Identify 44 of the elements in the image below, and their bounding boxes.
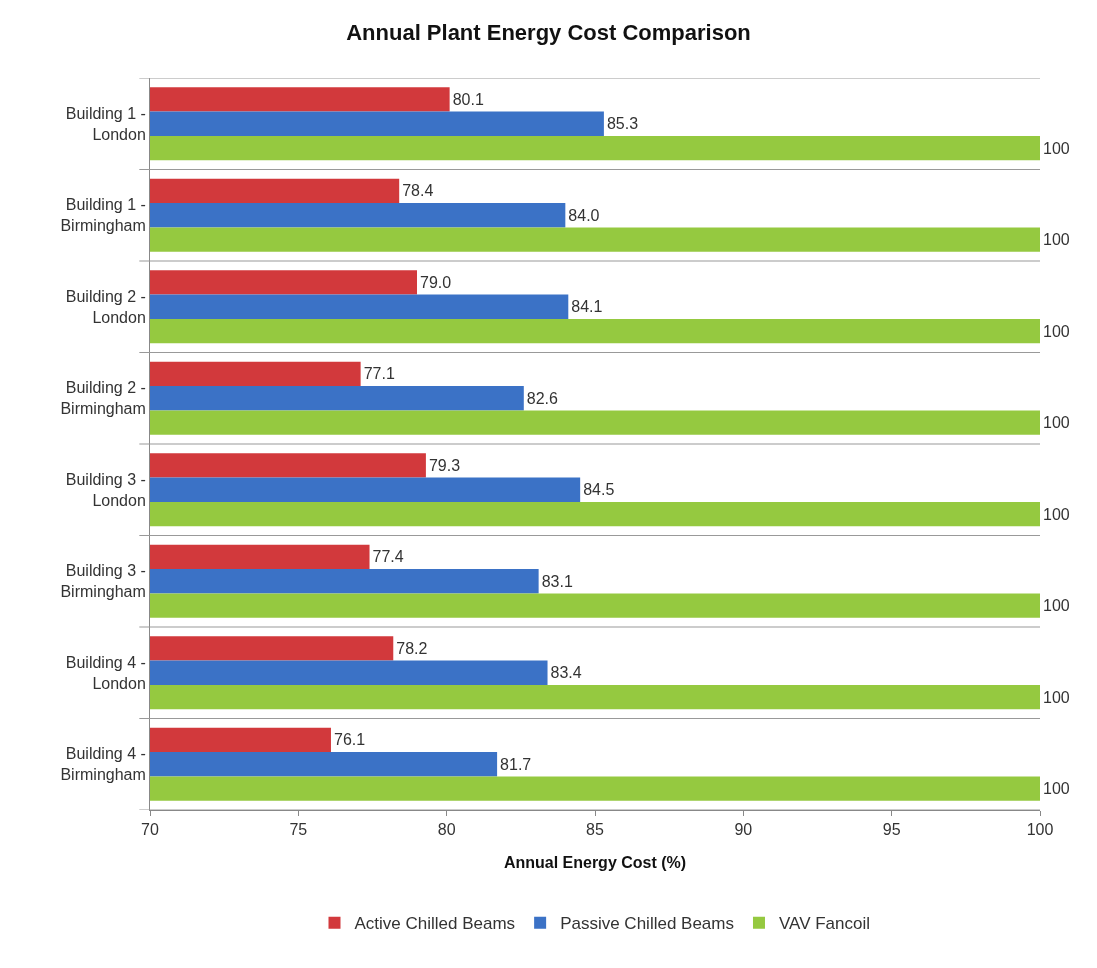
legend-label: Passive Chilled Beams (560, 914, 734, 934)
data-label: 100 (1043, 414, 1070, 432)
data-label: 82.6 (526, 389, 559, 407)
data-label: 84.1 (571, 298, 603, 316)
data-label: 81.7 (500, 755, 532, 773)
data-label: 100 (1043, 780, 1070, 798)
y-tick-label: Building 4 - Birmingham (60, 745, 146, 784)
legend-label: Active Chilled Beams (354, 914, 516, 934)
data-label: 100 (1043, 688, 1070, 706)
data-label: 78.2 (396, 639, 428, 657)
y-tick-label: Building 4 - London (65, 653, 146, 692)
x-tick-label: 95 (882, 821, 901, 839)
data-label: 83.1 (541, 572, 573, 590)
data-label: 85.3 (606, 115, 639, 133)
y-tick-label: Building 2 - London (65, 287, 146, 326)
x-tick-label: 75 (289, 821, 308, 839)
y-tick-label: Building 2 - Birmingham (60, 379, 146, 418)
data-label: 79.0 (420, 273, 452, 291)
data-label: 100 (1043, 322, 1070, 340)
y-tick-label: Building 1 - London (65, 104, 146, 143)
x-tick-label: 85 (586, 821, 604, 839)
data-label: 100 (1043, 597, 1070, 615)
data-label: 100 (1043, 139, 1070, 157)
data-label: 78.4 (402, 182, 434, 200)
data-label: 83.4 (550, 664, 582, 682)
data-label: 84.0 (568, 206, 600, 224)
data-label: 77.1 (363, 365, 395, 383)
x-tick-label: 90 (734, 821, 753, 839)
data-label: 84.5 (583, 481, 615, 499)
data-label: 100 (1043, 231, 1070, 249)
y-tick-label: Building 1 - Birmingham (60, 196, 146, 235)
chart-title: Annual Plant Energy Cost Comparison (346, 19, 751, 45)
y-tick-label: Building 3 - Birmingham (60, 562, 146, 601)
x-tick-label: 70 (141, 821, 159, 839)
data-label: 77.4 (372, 548, 404, 566)
x-tick-label: 100 (1026, 821, 1054, 839)
legend-label: VAV Fancoil (778, 914, 871, 934)
data-label: 79.3 (428, 456, 461, 474)
x-axis-title: Annual Energy Cost (%) (503, 854, 687, 871)
y-tick-label: Building 3 - London (65, 470, 146, 509)
data-label: 80.1 (452, 90, 484, 108)
x-tick-label: 80 (437, 821, 456, 839)
data-label: 100 (1043, 505, 1070, 523)
data-label: 76.1 (333, 731, 366, 749)
